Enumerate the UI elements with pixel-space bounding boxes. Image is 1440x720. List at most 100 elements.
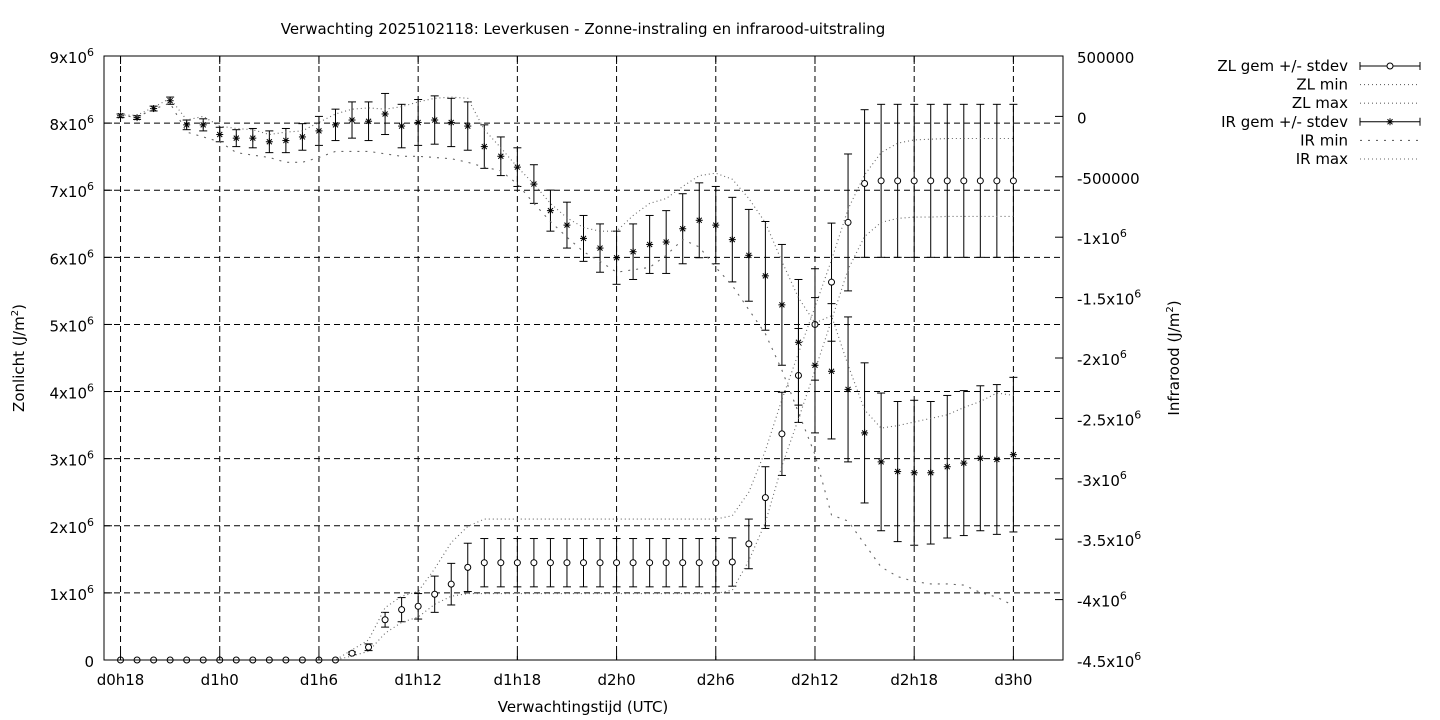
y-tick-label: 8x106 [49,113,94,134]
data-point [199,121,207,129]
legend-item-zl-min: ZL min [1296,76,1420,94]
star-stroke [630,248,636,255]
data-point [828,278,836,286]
data-point [282,137,290,145]
data-point [1009,177,1017,185]
star-stroke [960,460,967,466]
data-point [431,590,439,598]
data-point [365,643,373,651]
star-stroke [729,236,736,243]
data-point [513,559,521,567]
y-axis-label: Zonlicht (J/m2) [10,304,28,412]
y2-tick-label: -500000 [1077,170,1140,188]
data-point [414,602,422,610]
data-point [166,97,174,105]
y-tick-label: 2x106 [49,516,94,537]
data-point [447,580,455,588]
data-point [1009,451,1017,459]
data-point [596,244,604,252]
star-stroke [646,241,653,248]
data-point [861,429,869,437]
y-tick-label: 4x106 [49,382,94,403]
data-point [381,616,389,624]
data-point [646,240,654,248]
data-point [728,558,736,566]
star-stroke [167,97,174,104]
y-tick-label: 1x106 [49,583,94,604]
data-point [679,225,687,233]
star-stroke [415,119,422,126]
star-stroke [812,362,818,369]
legend-label: IR gem +/- stdev [1221,113,1348,131]
data-point [398,122,406,130]
star-stroke [861,430,868,436]
data-point [877,177,885,185]
axis-layer: d0h18 d1h0 d1h6 d1h12 d1h18 d2h0 d2h6 d2h12 d2h1… [49,46,1141,689]
data-point [927,469,935,477]
star-stroke [481,143,488,150]
data-point [761,272,769,280]
x-tick-label: d1h18 [494,671,542,689]
star-stroke [365,118,372,125]
data-point [993,455,1001,463]
data-point [910,177,918,185]
data-point [778,301,786,309]
data-point [993,177,1001,185]
data-point [712,221,720,229]
data-point [877,458,885,466]
data-point [183,121,191,129]
data-point [646,559,654,567]
legend-label: ZL max [1292,94,1348,112]
star-stroke [944,463,951,470]
y2-tick-label: 500000 [1077,49,1134,67]
data-point [381,110,389,118]
series-line [120,96,1014,429]
legend-item-ir-max: IR max [1296,150,1420,168]
data-point [712,559,720,567]
y-tick-label: 7x106 [49,180,94,201]
data-point [546,559,554,567]
data-point [894,468,902,476]
grid-layer [104,56,1063,660]
data-point [480,559,488,567]
star-stroke [514,164,521,171]
data-point [910,469,918,477]
star-stroke [878,459,884,465]
data-point [216,131,224,139]
y2-tick-label: -4.5x106 [1077,650,1141,671]
legend-label: IR max [1296,150,1348,168]
data-point [613,254,621,262]
star-stroke [183,121,190,128]
data-point [563,221,571,229]
legend-marker [1386,118,1394,126]
star-stroke [745,252,752,259]
star-stroke [1387,118,1393,125]
legend-item-ir-min: IR min [1300,131,1420,149]
y-tick-label: 3x106 [49,449,94,470]
data-point [794,338,802,346]
data-point [629,559,637,567]
data-point [662,559,670,567]
data-point [563,559,571,567]
star-stroke [233,135,240,142]
data-point [497,559,505,567]
legend-label: IR min [1300,131,1348,149]
data-point [960,177,968,185]
data-point [414,118,422,126]
star-stroke [779,301,785,308]
data-point [778,430,786,438]
x-tick-label: d2h6 [697,671,735,689]
data-point [662,238,670,246]
data-point [943,177,951,185]
star-stroke [679,225,686,232]
star-stroke [977,455,984,462]
series-ir-gem-stdev [116,92,1018,546]
data-point [546,207,554,215]
x-axis-label: Verwachtingstijd (UTC) [498,698,669,716]
star-stroke [448,119,455,126]
chart-title: Verwachting 2025102118: Leverkusen - Zon… [281,20,886,38]
x-tick-label: d1h0 [201,671,239,689]
y2-tick-label: -1x106 [1077,227,1127,248]
star-stroke [845,386,851,393]
